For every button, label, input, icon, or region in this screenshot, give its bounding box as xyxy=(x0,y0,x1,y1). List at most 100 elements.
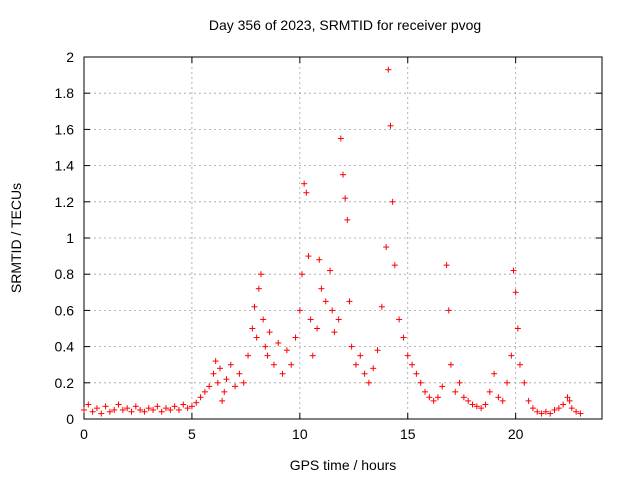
data-point xyxy=(318,285,325,292)
data-point xyxy=(309,352,316,359)
data-point xyxy=(396,316,403,323)
data-point xyxy=(521,379,528,386)
data-point xyxy=(422,388,429,395)
data-point xyxy=(400,334,407,341)
data-point xyxy=(456,379,463,386)
data-point xyxy=(342,195,349,202)
data-point xyxy=(227,361,234,368)
data-point xyxy=(119,406,126,413)
data-point xyxy=(573,408,580,415)
data-point xyxy=(357,352,364,359)
data-point xyxy=(538,410,545,417)
data-point xyxy=(566,397,573,404)
data-point xyxy=(102,403,109,410)
data-point xyxy=(154,403,161,410)
data-point xyxy=(253,334,260,341)
data-point xyxy=(547,410,554,417)
data-point xyxy=(296,307,303,314)
data-point xyxy=(387,122,394,129)
data-point xyxy=(163,405,170,412)
data-point xyxy=(516,361,523,368)
data-point xyxy=(85,401,92,408)
data-point xyxy=(514,325,521,332)
y-tick-label: 0.8 xyxy=(55,266,75,282)
data-point xyxy=(240,379,247,386)
data-point xyxy=(491,370,498,377)
data-point xyxy=(426,394,433,401)
data-point xyxy=(270,361,277,368)
data-point xyxy=(266,329,273,336)
data-point xyxy=(335,316,342,323)
data-point xyxy=(264,352,271,359)
data-point xyxy=(132,403,139,410)
data-point xyxy=(292,334,299,341)
data-point xyxy=(283,347,290,354)
data-point xyxy=(193,399,200,406)
data-point xyxy=(260,316,267,323)
data-point xyxy=(128,408,135,415)
data-point xyxy=(352,361,359,368)
data-point xyxy=(212,358,219,365)
x-tick-label: 15 xyxy=(400,426,416,442)
data-points xyxy=(81,66,584,417)
data-point xyxy=(482,401,489,408)
data-point xyxy=(452,388,459,395)
data-point xyxy=(465,397,472,404)
data-point xyxy=(478,405,485,412)
data-point xyxy=(365,379,372,386)
y-tick-label: 0.4 xyxy=(55,339,75,355)
data-point xyxy=(385,66,392,73)
data-point xyxy=(560,401,567,408)
data-point xyxy=(391,262,398,269)
data-point xyxy=(499,397,506,404)
data-point xyxy=(232,383,239,390)
data-point xyxy=(150,406,157,413)
data-point xyxy=(305,253,312,260)
data-point xyxy=(167,406,174,413)
data-point xyxy=(510,267,517,274)
data-point xyxy=(445,307,452,314)
y-tick-label: 2 xyxy=(66,49,74,65)
data-point xyxy=(337,135,344,142)
data-point xyxy=(331,329,338,336)
y-tick-label: 1.8 xyxy=(55,85,75,101)
axes xyxy=(83,56,603,420)
data-point xyxy=(301,180,308,187)
data-point xyxy=(216,365,223,372)
y-tick-label: 1.2 xyxy=(55,194,75,210)
data-point xyxy=(443,262,450,269)
data-point xyxy=(180,401,187,408)
data-point xyxy=(434,394,441,401)
data-point xyxy=(417,379,424,386)
data-point xyxy=(314,325,321,332)
tick-labels: 0 5 10 15 20 0 0.2 0.4 0.6 0.8 1 1.2 1.4 1.6 1.8 2 xyxy=(55,49,524,442)
data-point xyxy=(529,405,536,412)
data-point xyxy=(346,298,353,305)
data-point xyxy=(98,410,105,417)
data-point xyxy=(137,406,144,413)
x-axis-label: GPS time / hours xyxy=(289,457,397,473)
data-point xyxy=(184,405,191,412)
data-point xyxy=(221,388,228,395)
data-point xyxy=(141,408,148,415)
data-point xyxy=(115,401,122,408)
data-point xyxy=(145,405,152,412)
data-point xyxy=(316,256,323,263)
data-point xyxy=(439,383,446,390)
data-point xyxy=(512,289,519,296)
data-point xyxy=(298,271,305,278)
data-point xyxy=(495,394,502,401)
y-tick-label: 0.6 xyxy=(55,302,75,318)
data-point xyxy=(348,343,355,350)
x-tick-label: 10 xyxy=(292,426,308,442)
data-point xyxy=(551,406,558,413)
y-tick-label: 0 xyxy=(66,411,74,427)
grid-lines xyxy=(84,57,602,419)
data-point xyxy=(245,352,252,359)
data-point xyxy=(508,352,515,359)
data-point xyxy=(469,401,476,408)
y-tick-label: 1.6 xyxy=(55,121,75,137)
data-point xyxy=(374,347,381,354)
data-point xyxy=(106,408,113,415)
